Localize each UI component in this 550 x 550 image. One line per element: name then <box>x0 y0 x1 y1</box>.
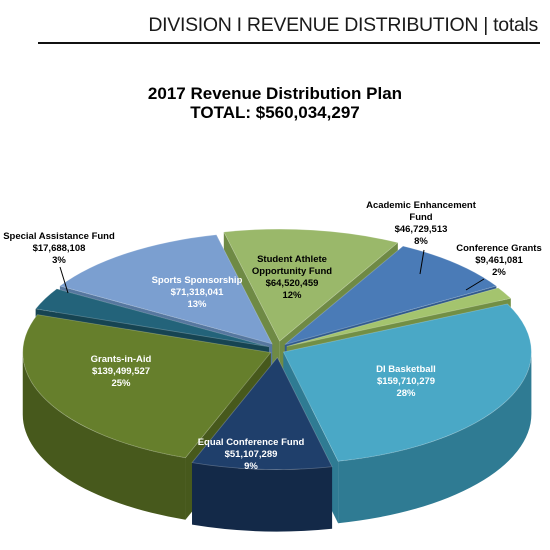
slice-outer-wall <box>22 352 186 520</box>
slice-top <box>191 356 333 470</box>
leader-line <box>419 249 425 275</box>
leader-line <box>465 278 485 291</box>
slice-amount: $159,710,279 <box>377 376 435 387</box>
slice-label: DI Basketball $159,710,279 28% <box>376 364 436 399</box>
slice-name: DI Basketball <box>376 364 436 375</box>
slice-percent: 9% <box>244 461 258 472</box>
slice-amount: $139,499,527 <box>92 366 150 377</box>
slice-name: Special Assistance Fund <box>3 231 115 242</box>
chart-total: TOTAL: $560,034,297 <box>190 103 360 122</box>
page-header: DIVISION I REVENUE DISTRIBUTION | totals <box>148 14 538 36</box>
slice-amount: $46,729,513 <box>395 224 448 235</box>
slice-label: Sports Sponsorship $71,318,041 13% <box>152 275 243 310</box>
pie-slice <box>191 356 333 532</box>
slice-label: Conference Grants $9,461,081 2% <box>456 243 542 278</box>
slice-amount: $64,520,459 <box>266 278 319 289</box>
slice-percent: 8% <box>414 236 428 247</box>
slice-top <box>286 287 512 347</box>
slice-outer-wall <box>192 462 333 532</box>
slice-amount: $51,107,289 <box>225 449 278 460</box>
slice-name: Equal Conference Fund <box>198 437 305 448</box>
slice-top <box>34 288 270 348</box>
slice-name: Student Athlete <box>257 254 327 265</box>
slice-top <box>59 234 273 345</box>
slice-amount: $71,318,041 <box>171 287 225 298</box>
slice-name: Grants-in-Aid <box>91 354 152 365</box>
slice-label: Equal Conference Fund $51,107,289 9% <box>198 437 305 472</box>
slice-name: Fund <box>409 212 432 223</box>
chart-title-block: 2017 Revenue Distribution Plan TOTAL: $5… <box>0 84 550 122</box>
slice-percent: 12% <box>282 290 302 301</box>
leader-line <box>59 266 69 294</box>
slice-name: Opportunity Fund <box>252 266 332 277</box>
slice-amount: $9,461,081 <box>475 255 523 266</box>
slice-name: Academic Enhancement <box>366 200 477 211</box>
slice-top <box>22 314 272 459</box>
slice-label: Grants-in-Aid $139,499,527 25% <box>91 354 152 389</box>
chart-title: 2017 Revenue Distribution Plan <box>147 84 403 103</box>
header-rule <box>38 42 540 44</box>
slice-top <box>284 245 498 345</box>
slice-name: Conference Grants <box>456 243 542 254</box>
slice-label: Academic Enhancement Fund $46,729,513 8% <box>366 200 477 247</box>
slice-top <box>282 303 532 462</box>
slice-top <box>223 228 399 342</box>
slice-percent: 3% <box>52 255 66 266</box>
slice-name: Sports Sponsorship <box>152 275 243 286</box>
slice-percent: 28% <box>396 388 416 399</box>
slice-label: Special Assistance Fund $17,688,108 3% <box>3 231 115 266</box>
slice-percent: 2% <box>492 267 506 278</box>
slice-percent: 13% <box>187 299 207 310</box>
slice-percent: 25% <box>111 378 131 389</box>
slice-amount: $17,688,108 <box>33 243 86 254</box>
slice-label: Student Athlete Opportunity Fund $64,520,4… <box>252 254 332 301</box>
slice-outer-wall <box>338 351 532 524</box>
